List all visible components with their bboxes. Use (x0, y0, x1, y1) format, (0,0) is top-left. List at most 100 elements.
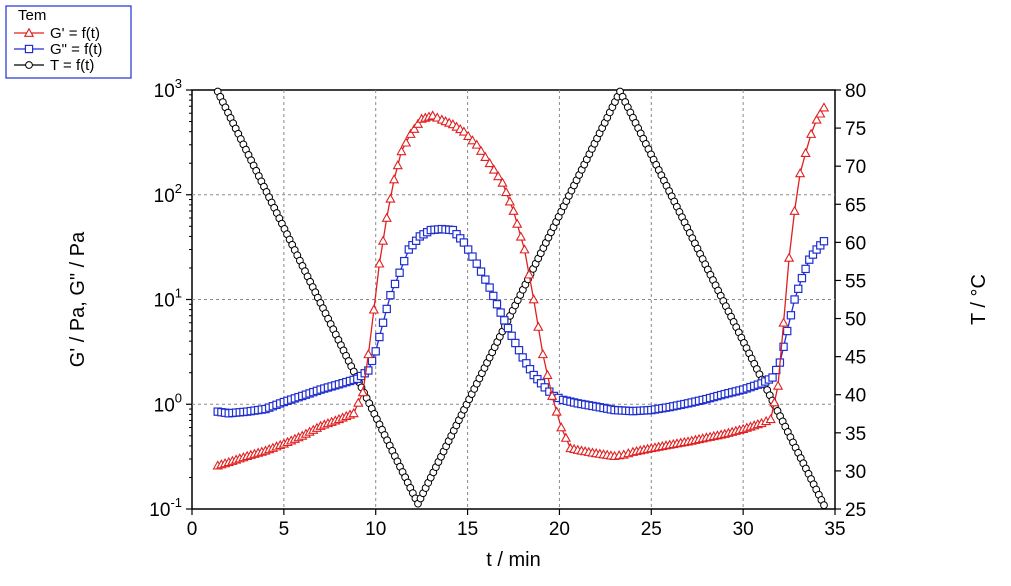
y-axis-left: 10-1 100 101 102 103 (149, 76, 192, 521)
x-tick-label: 25 (641, 519, 662, 540)
data-point (463, 245, 473, 254)
y-tick-label: 100 (154, 390, 182, 416)
y2-tick-label: 75 (845, 119, 866, 140)
data-point (768, 373, 777, 382)
data-point (508, 205, 519, 215)
y2-tick-label: 80 (845, 81, 866, 102)
data-point (25, 61, 33, 69)
data-point (348, 407, 359, 418)
data-point (396, 145, 407, 156)
data-point (367, 356, 377, 366)
y2-tick-label: 40 (845, 386, 866, 407)
data-point (395, 268, 404, 277)
data-point (374, 258, 385, 268)
data-point (546, 390, 558, 400)
series-triangle (212, 102, 830, 470)
data-point (528, 294, 539, 304)
data-point (468, 252, 477, 261)
data-point (818, 102, 830, 112)
data-point (377, 235, 389, 245)
data-point (805, 128, 817, 138)
data-point (481, 275, 490, 284)
y2-tick-label: 55 (845, 271, 866, 292)
y-tick-label: 102 (154, 181, 182, 207)
data-point (378, 318, 388, 327)
data-point (385, 193, 396, 203)
data-point (363, 348, 374, 359)
data-point (412, 118, 424, 128)
data-point (523, 269, 535, 279)
x-tick-label: 35 (824, 519, 845, 540)
legend-entry: T = f(t) (14, 57, 94, 74)
y2-tick-label: 50 (845, 310, 866, 331)
y2-tick-label: 35 (845, 424, 866, 445)
data-point (399, 256, 409, 266)
data-point (386, 290, 395, 300)
data-point (459, 238, 469, 247)
data-point (783, 252, 795, 262)
data-point (545, 387, 554, 396)
y-axis-right-title: T / °C (968, 274, 990, 325)
data-point (815, 108, 826, 118)
data-point (797, 273, 807, 283)
data-point (551, 406, 562, 416)
data-point (353, 397, 364, 407)
legend-label: G" = f(t) (50, 41, 102, 58)
data-point (390, 279, 400, 289)
x-tick-label: 30 (733, 519, 754, 540)
grid-lines (192, 90, 835, 509)
legend-label: G' = f(t) (50, 25, 100, 42)
series-layer (212, 87, 830, 510)
data-point (765, 413, 776, 424)
data-point (493, 170, 504, 181)
data-point (794, 168, 806, 178)
data-point (364, 366, 373, 375)
x-tick-label: 0 (187, 519, 198, 540)
data-point (537, 348, 549, 359)
data-point (504, 196, 515, 206)
data-point (500, 316, 509, 325)
data-point (471, 139, 482, 149)
x-tick-label: 20 (549, 519, 570, 540)
data-point (23, 27, 35, 37)
x-axis: 0 5 10 15 20 25 30 35 (187, 509, 846, 540)
data-point (382, 304, 391, 314)
data-point (820, 501, 828, 510)
legend-entries: G' = f(t)G" = f(t)T = f(t) (14, 25, 102, 74)
data-point (368, 304, 380, 314)
data-point (512, 218, 523, 228)
data-point (515, 231, 526, 241)
data-point (467, 135, 478, 145)
legend-title: Tem (18, 7, 46, 24)
data-point (458, 126, 470, 136)
data-point (533, 321, 544, 331)
data-point (392, 160, 403, 170)
y2-tick-label: 25 (845, 500, 866, 521)
data-point (388, 174, 400, 184)
data-point (811, 114, 822, 124)
data-point (800, 147, 811, 157)
data-point (514, 346, 524, 355)
y2-tick-label: 70 (845, 157, 866, 178)
data-point (772, 380, 784, 390)
data-point (476, 267, 486, 276)
x-tick-label: 15 (457, 519, 478, 540)
data-point (779, 342, 788, 351)
data-point (475, 145, 487, 155)
data-point (778, 317, 789, 327)
data-point (492, 300, 502, 309)
data-point (507, 331, 516, 341)
data-point (519, 244, 530, 254)
data-point (24, 44, 34, 54)
legend: Tem G' = f(t)G" = f(t)T = f(t) (5, 5, 132, 79)
data-point (769, 397, 780, 407)
data-point (556, 422, 567, 432)
data-point (480, 151, 491, 161)
y2-tick-label: 60 (845, 233, 866, 254)
y-tick-label: 103 (154, 76, 182, 102)
y-tick-label: 10-1 (149, 495, 182, 521)
data-point (400, 137, 412, 147)
data-point (503, 323, 513, 333)
